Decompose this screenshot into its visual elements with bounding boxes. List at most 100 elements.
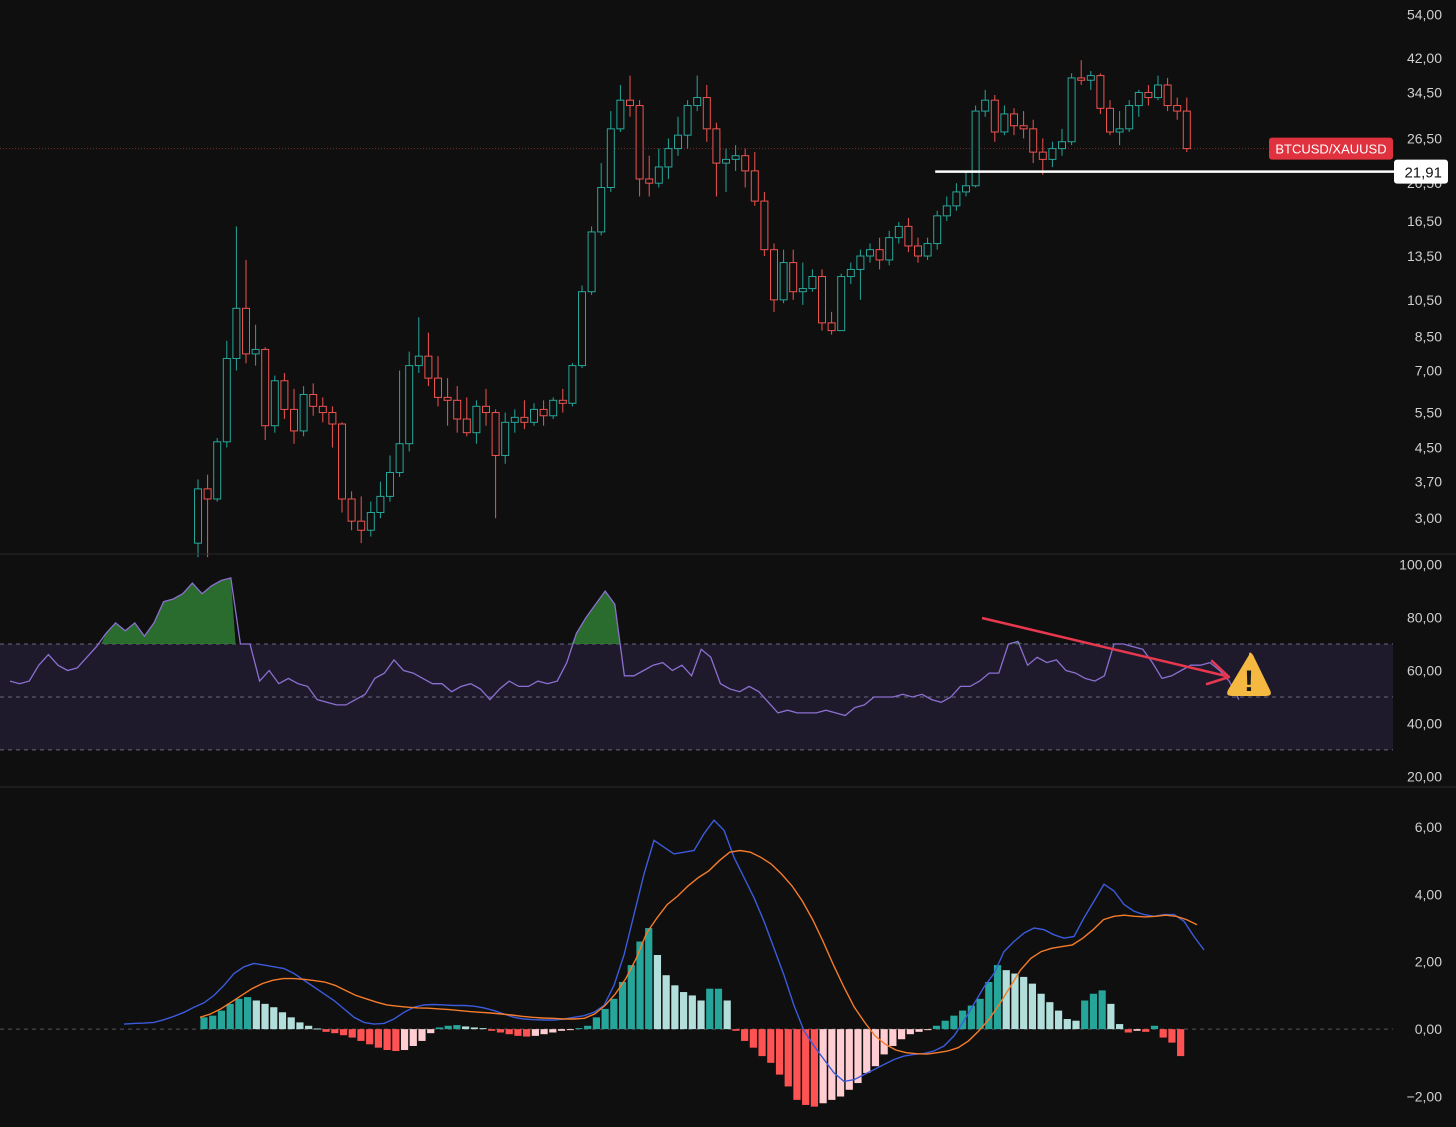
macd-histogram-bar-negative: [523, 1029, 531, 1037]
macd-histogram-bar-positive: [1072, 1020, 1080, 1030]
candle-body-down: [1096, 75, 1105, 109]
candle-body-up: [798, 288, 807, 293]
macd-histogram-bar-positive: [662, 975, 670, 1030]
macd-histogram-bar-positive: [636, 941, 644, 1030]
macd-histogram-bar-positive: [252, 1000, 260, 1030]
candle-body-down: [290, 408, 298, 432]
macd-histogram-bar-negative: [409, 1029, 417, 1046]
macd-histogram-bar-negative: [374, 1029, 382, 1048]
macd-histogram-bar-positive: [575, 1028, 583, 1030]
macd-signal-line: [199, 849, 1198, 1055]
candle-body-up: [722, 158, 730, 164]
macd-histogram-bar-negative: [392, 1029, 400, 1052]
candle-body-up: [232, 307, 241, 359]
macd-histogram-bar-negative: [1177, 1029, 1185, 1057]
candle-body-down: [990, 99, 999, 133]
candle-body-down: [558, 399, 567, 404]
macd-histogram-bar-positive: [1037, 993, 1045, 1030]
macd-histogram-bar-positive: [959, 1010, 967, 1030]
macd-histogram-bar-positive: [932, 1025, 941, 1030]
candle-body-up: [846, 268, 855, 278]
macd-histogram-bar-negative: [767, 1029, 775, 1063]
candle-body-down: [635, 105, 644, 180]
macd-histogram-bar-positive: [226, 1003, 234, 1030]
candle-body-down: [328, 412, 337, 425]
candle-body-down: [827, 322, 836, 332]
macd-histogram-bar-negative: [758, 1029, 766, 1057]
macd-histogram-bar-positive: [1063, 1019, 1071, 1030]
candle-body-up: [837, 276, 846, 332]
macd-histogram-bar-positive: [1098, 990, 1106, 1030]
macd-histogram-bar-positive: [610, 998, 618, 1030]
price-axis-tick-label: 4,50: [1415, 440, 1442, 456]
candle-body-down: [203, 488, 212, 500]
macd-histogram-bar-negative: [836, 1029, 845, 1097]
price-pane[interactable]: 3,00 3,70 4,50 5,50 7,00 8,50 10,50 13,50 16,50 2…: [0, 6, 1448, 558]
candle-body-down: [875, 249, 884, 261]
macd-histogram-bar-positive: [278, 1012, 287, 1030]
candle-body-up: [386, 471, 394, 497]
candle-body-up: [299, 393, 308, 432]
macd-histogram-bar-negative: [880, 1029, 888, 1055]
macd-histogram-bar-positive: [688, 995, 696, 1030]
macd-histogram-bar-positive: [200, 1017, 208, 1030]
candle-body-up: [923, 243, 932, 257]
candle-body-down: [770, 249, 778, 301]
macd-histogram-bar-positive: [462, 1026, 470, 1030]
warning-icon-glyph: !: [1244, 665, 1254, 698]
candle-body-up: [1134, 91, 1143, 107]
candle-body-down: [491, 412, 500, 456]
price-axis-tick-label: 26,50: [1407, 130, 1442, 146]
macd-histogram-bar-positive: [941, 1020, 949, 1030]
candle-body-up: [779, 262, 788, 301]
macd-histogram-bar-negative: [496, 1029, 505, 1033]
candle-body-up: [1000, 113, 1009, 133]
macd-histogram-bar-negative: [906, 1029, 914, 1035]
macd-pane[interactable]: −2,00 0,00 2,00 4,00 6,00: [0, 819, 1442, 1107]
candle-body-down: [914, 245, 922, 257]
macd-histogram-bar-negative: [418, 1029, 426, 1041]
price-axis-tick-label: 54,00: [1407, 6, 1442, 22]
candle-body-up: [530, 408, 538, 423]
candle-body-up: [981, 99, 990, 112]
candle-body-up: [952, 191, 961, 207]
macd-histogram-bar-positive: [305, 1025, 313, 1030]
candle-body-up: [808, 276, 817, 290]
macd-histogram-bar-positive: [1046, 1002, 1054, 1030]
candle-body-down: [280, 380, 289, 410]
macd-axis-tick-label: 2,00: [1415, 954, 1442, 970]
macd-histogram-bar-negative: [749, 1029, 757, 1048]
candle-body-up: [510, 416, 519, 423]
macd-histogram-bar-positive: [1107, 1003, 1115, 1030]
macd-histogram-bar-negative: [1168, 1029, 1176, 1043]
macd-histogram-bar-negative: [505, 1029, 513, 1035]
macd-histogram-bar-negative: [531, 1029, 539, 1036]
macd-histogram-bar-negative: [348, 1029, 356, 1038]
candle-body-up: [674, 134, 682, 150]
candle-body-down: [443, 396, 452, 401]
macd-histogram-bar-negative: [889, 1029, 897, 1046]
divergence-arrow-head: [1205, 659, 1231, 686]
rsi-axis-tick-label: 20,00: [1407, 768, 1442, 784]
candle-body-down: [626, 99, 634, 107]
rsi-axis-tick-label: 40,00: [1407, 715, 1442, 731]
macd-histogram-bar-negative: [741, 1029, 749, 1041]
price-axis-tick-label: 16,50: [1407, 213, 1442, 229]
candle-body-down: [1173, 105, 1182, 112]
macd-histogram-bar-negative: [871, 1029, 880, 1067]
macd-histogram-bar-negative: [793, 1029, 801, 1100]
candle-body-up: [366, 511, 375, 531]
macd-histogram-bar-negative: [784, 1029, 792, 1087]
macd-histogram-bar-negative: [915, 1029, 923, 1032]
macd-histogram-bar-positive: [261, 1003, 269, 1030]
candle-body-up: [222, 357, 231, 443]
candle-body-down: [318, 405, 327, 414]
candle-body-up: [578, 291, 586, 367]
candle-body-up: [549, 399, 558, 417]
candle-body-up: [1058, 141, 1066, 150]
candle-body-down: [424, 355, 433, 379]
macd-histogram-bar-positive: [1002, 970, 1010, 1030]
rsi-axis-tick-label: 100,00: [1399, 557, 1442, 573]
